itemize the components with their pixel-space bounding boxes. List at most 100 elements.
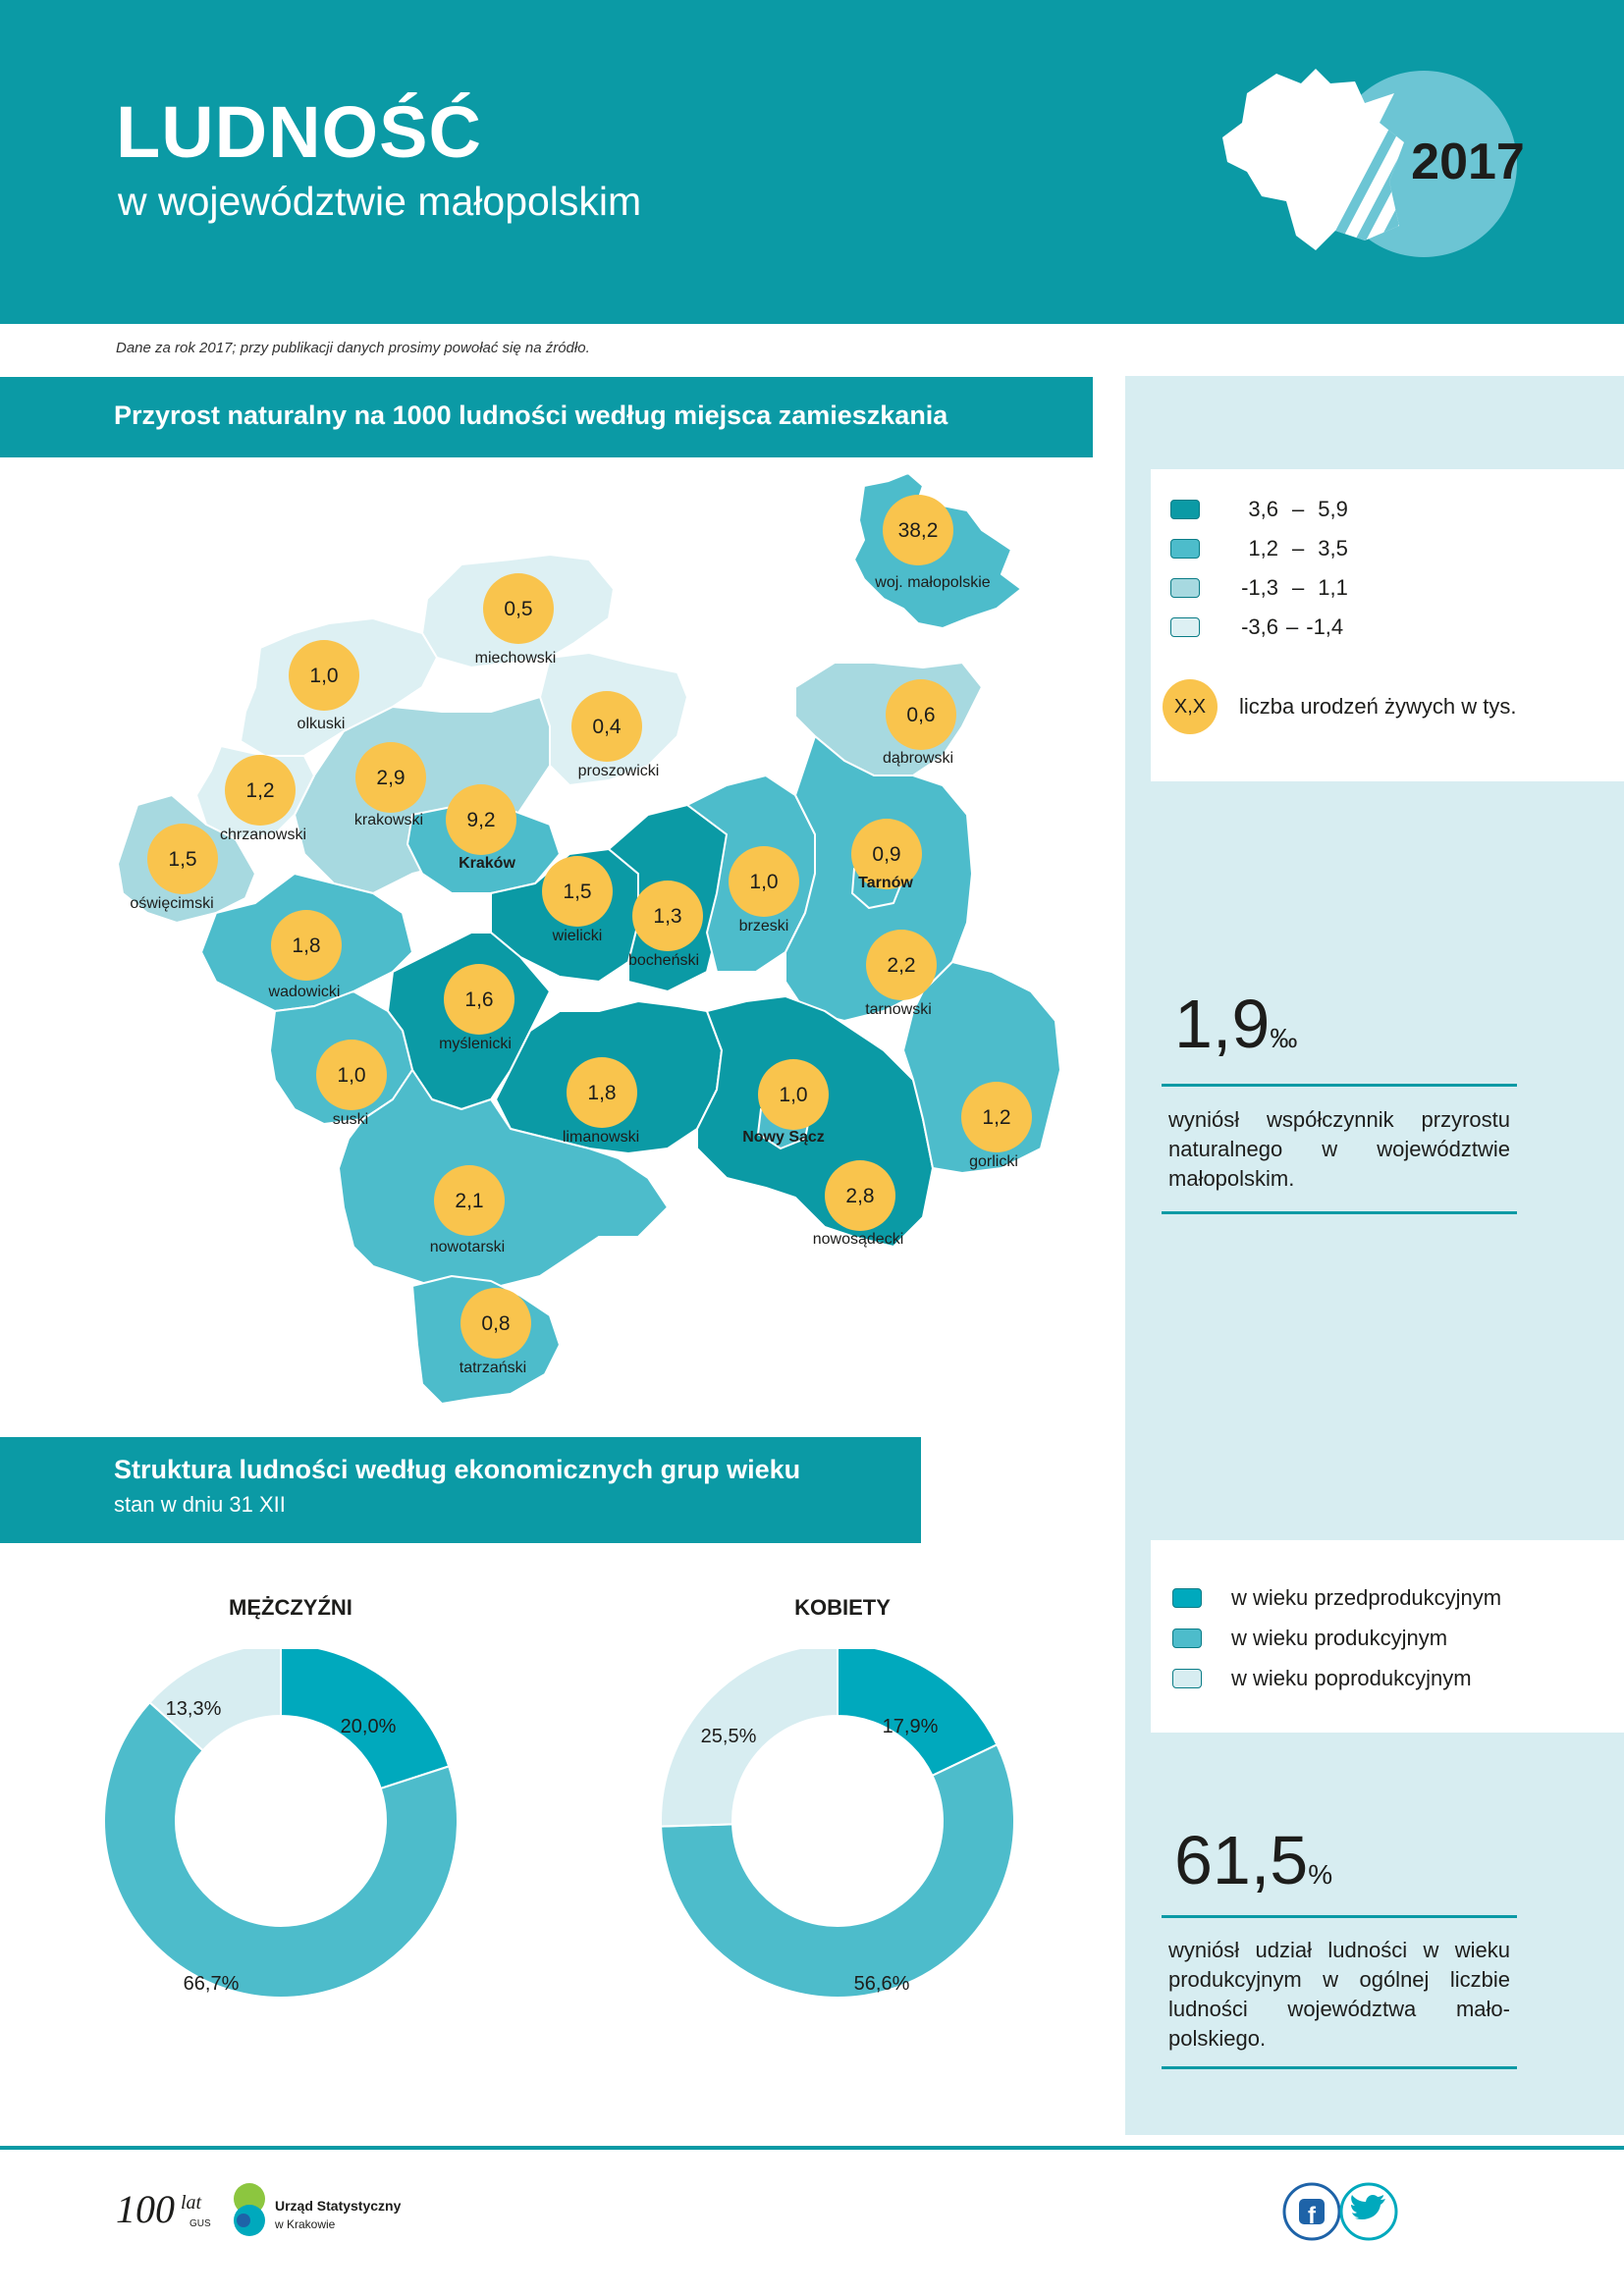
map-legend: 3,6 – 5,9 1,2 – 3,5 -1,3 – 1,1 -3,6 – -1… <box>1151 469 1624 781</box>
section-title: Przyrost naturalny na 1000 ludności wedł… <box>114 400 948 430</box>
birth-bubble-value: 1,0 <box>309 665 338 687</box>
donut-slice-label: 20,0% <box>341 1716 397 1737</box>
birth-bubble-value: 2,2 <box>887 954 915 977</box>
county-label: tarnowski <box>865 1001 932 1018</box>
birth-bubble-value: 2,9 <box>376 767 405 789</box>
donut-slice <box>280 1649 451 1790</box>
donut-slice <box>837 1649 999 1778</box>
county-label: chrzanowski <box>220 827 306 843</box>
stat-description: wyniósł udział ludności w wieku produkcy… <box>1168 1938 1510 2051</box>
county-label: wielicki <box>552 928 603 944</box>
legend-swatch <box>1172 1669 1202 1688</box>
county-label: proszowicki <box>578 763 660 779</box>
birth-bubble-value: 0,6 <box>906 704 935 726</box>
county-label: woj. małopolskie <box>874 574 990 591</box>
legend-to: 3,5 <box>1318 536 1348 561</box>
legend-label: w wieku poprodukcyjnym <box>1231 1666 1472 1690</box>
twitter-icon[interactable] <box>1339 2182 1398 2241</box>
birth-bubble-value: 0,8 <box>481 1312 510 1335</box>
birth-bubble-value: 1,0 <box>749 871 778 893</box>
legend-dash: – <box>1292 575 1305 600</box>
stat-value: 1,9 <box>1174 986 1271 1062</box>
county-label: olkuski <box>298 716 346 732</box>
birth-bubble-value: 9,2 <box>466 809 495 831</box>
legend-label: w wieku przedprodukcyjnym <box>1231 1585 1502 1610</box>
legend-class-3: -1,3 – 1,1 <box>1170 573 1348 603</box>
social-links: f <box>1282 2182 1398 2241</box>
birth-bubble <box>729 846 799 917</box>
county-label: krakowski <box>354 812 423 828</box>
birth-bubble <box>542 856 613 927</box>
birth-bubble <box>758 1059 829 1130</box>
birth-bubble-value: 1,5 <box>168 848 196 871</box>
birth-bubble-value: 1,8 <box>587 1082 616 1104</box>
county-label: bocheński <box>628 952 699 969</box>
page-title: LUDNOŚĆ <box>116 91 482 173</box>
county-label: wadowicki <box>268 984 341 1000</box>
county-label: dąbrowski <box>883 750 953 767</box>
donut-slice <box>660 1743 1015 2000</box>
section-banner-natural-increase: Przyrost naturalny na 1000 ludności wedł… <box>0 377 1093 457</box>
map-county-nowotarski <box>338 1069 669 1287</box>
county-label: oświęcimski <box>130 895 213 912</box>
birth-bubble <box>225 755 296 826</box>
birth-bubble <box>632 881 703 951</box>
birth-bubble <box>567 1057 637 1128</box>
donut-slice <box>103 1700 459 1999</box>
svg-text:100: 100 <box>116 2187 175 2231</box>
stat-description: wyniósł współczynnik przyrostu naturalne… <box>1168 1107 1510 1191</box>
donut-slice-label: 13,3% <box>166 1698 222 1720</box>
legend-from: -3,6 <box>1241 614 1278 639</box>
birth-bubble-value: 0,4 <box>592 716 622 738</box>
legend-item-productive: w wieku produkcyjnym <box>1172 1624 1447 1653</box>
year-label: 2017 <box>1411 133 1525 190</box>
source-note: Dane za rok 2017; przy publikacji danych… <box>116 340 590 356</box>
county-label: brzeski <box>739 918 789 934</box>
section-subtitle: stan w dniu 31 XII <box>114 1492 286 1517</box>
birth-bubble-value: 0,9 <box>872 843 900 866</box>
legend-item-preproductive: w wieku przedprodukcyjnym <box>1172 1583 1501 1613</box>
legend-swatch <box>1170 617 1200 637</box>
birth-bubble-value: 2,8 <box>845 1185 874 1207</box>
birth-bubble <box>851 819 922 889</box>
legend-class-1: 3,6 – 5,9 <box>1170 495 1348 524</box>
city-label: Tarnów <box>858 875 913 891</box>
stat-value: 61,5 <box>1174 1822 1309 1898</box>
donut-title-men: MĘŻCZYŹNI <box>229 1595 352 1620</box>
county-label: miechowski <box>475 650 557 667</box>
birth-bubble <box>571 691 642 762</box>
donut-slice <box>660 1649 839 1828</box>
legend-swatch <box>1170 539 1200 559</box>
stat-rule-top <box>1162 1915 1517 1918</box>
birth-bubble-value: 1,5 <box>563 881 591 903</box>
legend-dash: – <box>1286 614 1299 639</box>
birth-bubble <box>147 824 218 894</box>
office-name-2: w Krakowie <box>274 2217 336 2231</box>
stat-rule-top <box>1162 1084 1517 1087</box>
donut-slice-label: 56,6% <box>854 1973 910 1995</box>
birth-bubble-value: 1,3 <box>653 905 681 928</box>
facebook-icon[interactable]: f <box>1282 2182 1341 2241</box>
city-label: Nowy Sącz <box>742 1129 825 1146</box>
legend-swatch <box>1172 1629 1202 1648</box>
page-subtitle: w województwie małopolskim <box>118 179 642 224</box>
birth-bubble <box>886 679 956 750</box>
svg-text:f: f <box>1308 2203 1317 2229</box>
county-label: gorlicki <box>969 1153 1018 1170</box>
legend-to: -1,4 <box>1306 614 1344 639</box>
birth-bubble <box>271 910 342 981</box>
legend-from: -1,3 <box>1241 575 1278 600</box>
legend-from: 3,6 <box>1248 497 1278 521</box>
birth-bubble <box>883 495 953 565</box>
county-map: 38,2 woj. małopolskie 0,5 miechowski 1,0 olku… <box>117 472 1061 1405</box>
donut-slice-label: 66,7% <box>184 1973 240 1995</box>
age-legend: w wieku przedprodukcyjnym w wieku produk… <box>1151 1540 1624 1733</box>
legend-swatch <box>1172 1588 1202 1608</box>
birth-bubble <box>825 1160 895 1231</box>
legend-bubble: X,X liczba urodzeń żywych w tys. <box>1163 677 1516 736</box>
gus-100-logo: 100 lat GUS Urząd Statystyczny w Krakowi… <box>116 2183 402 2236</box>
donut-slice-label: 25,5% <box>701 1726 757 1747</box>
stat-natural-increase: 1,9‰ <box>1174 985 1297 1063</box>
footer-rule <box>0 2146 1624 2150</box>
header-banner: LUDNOŚĆ w województwie małopolskim 2017 <box>0 0 1624 324</box>
